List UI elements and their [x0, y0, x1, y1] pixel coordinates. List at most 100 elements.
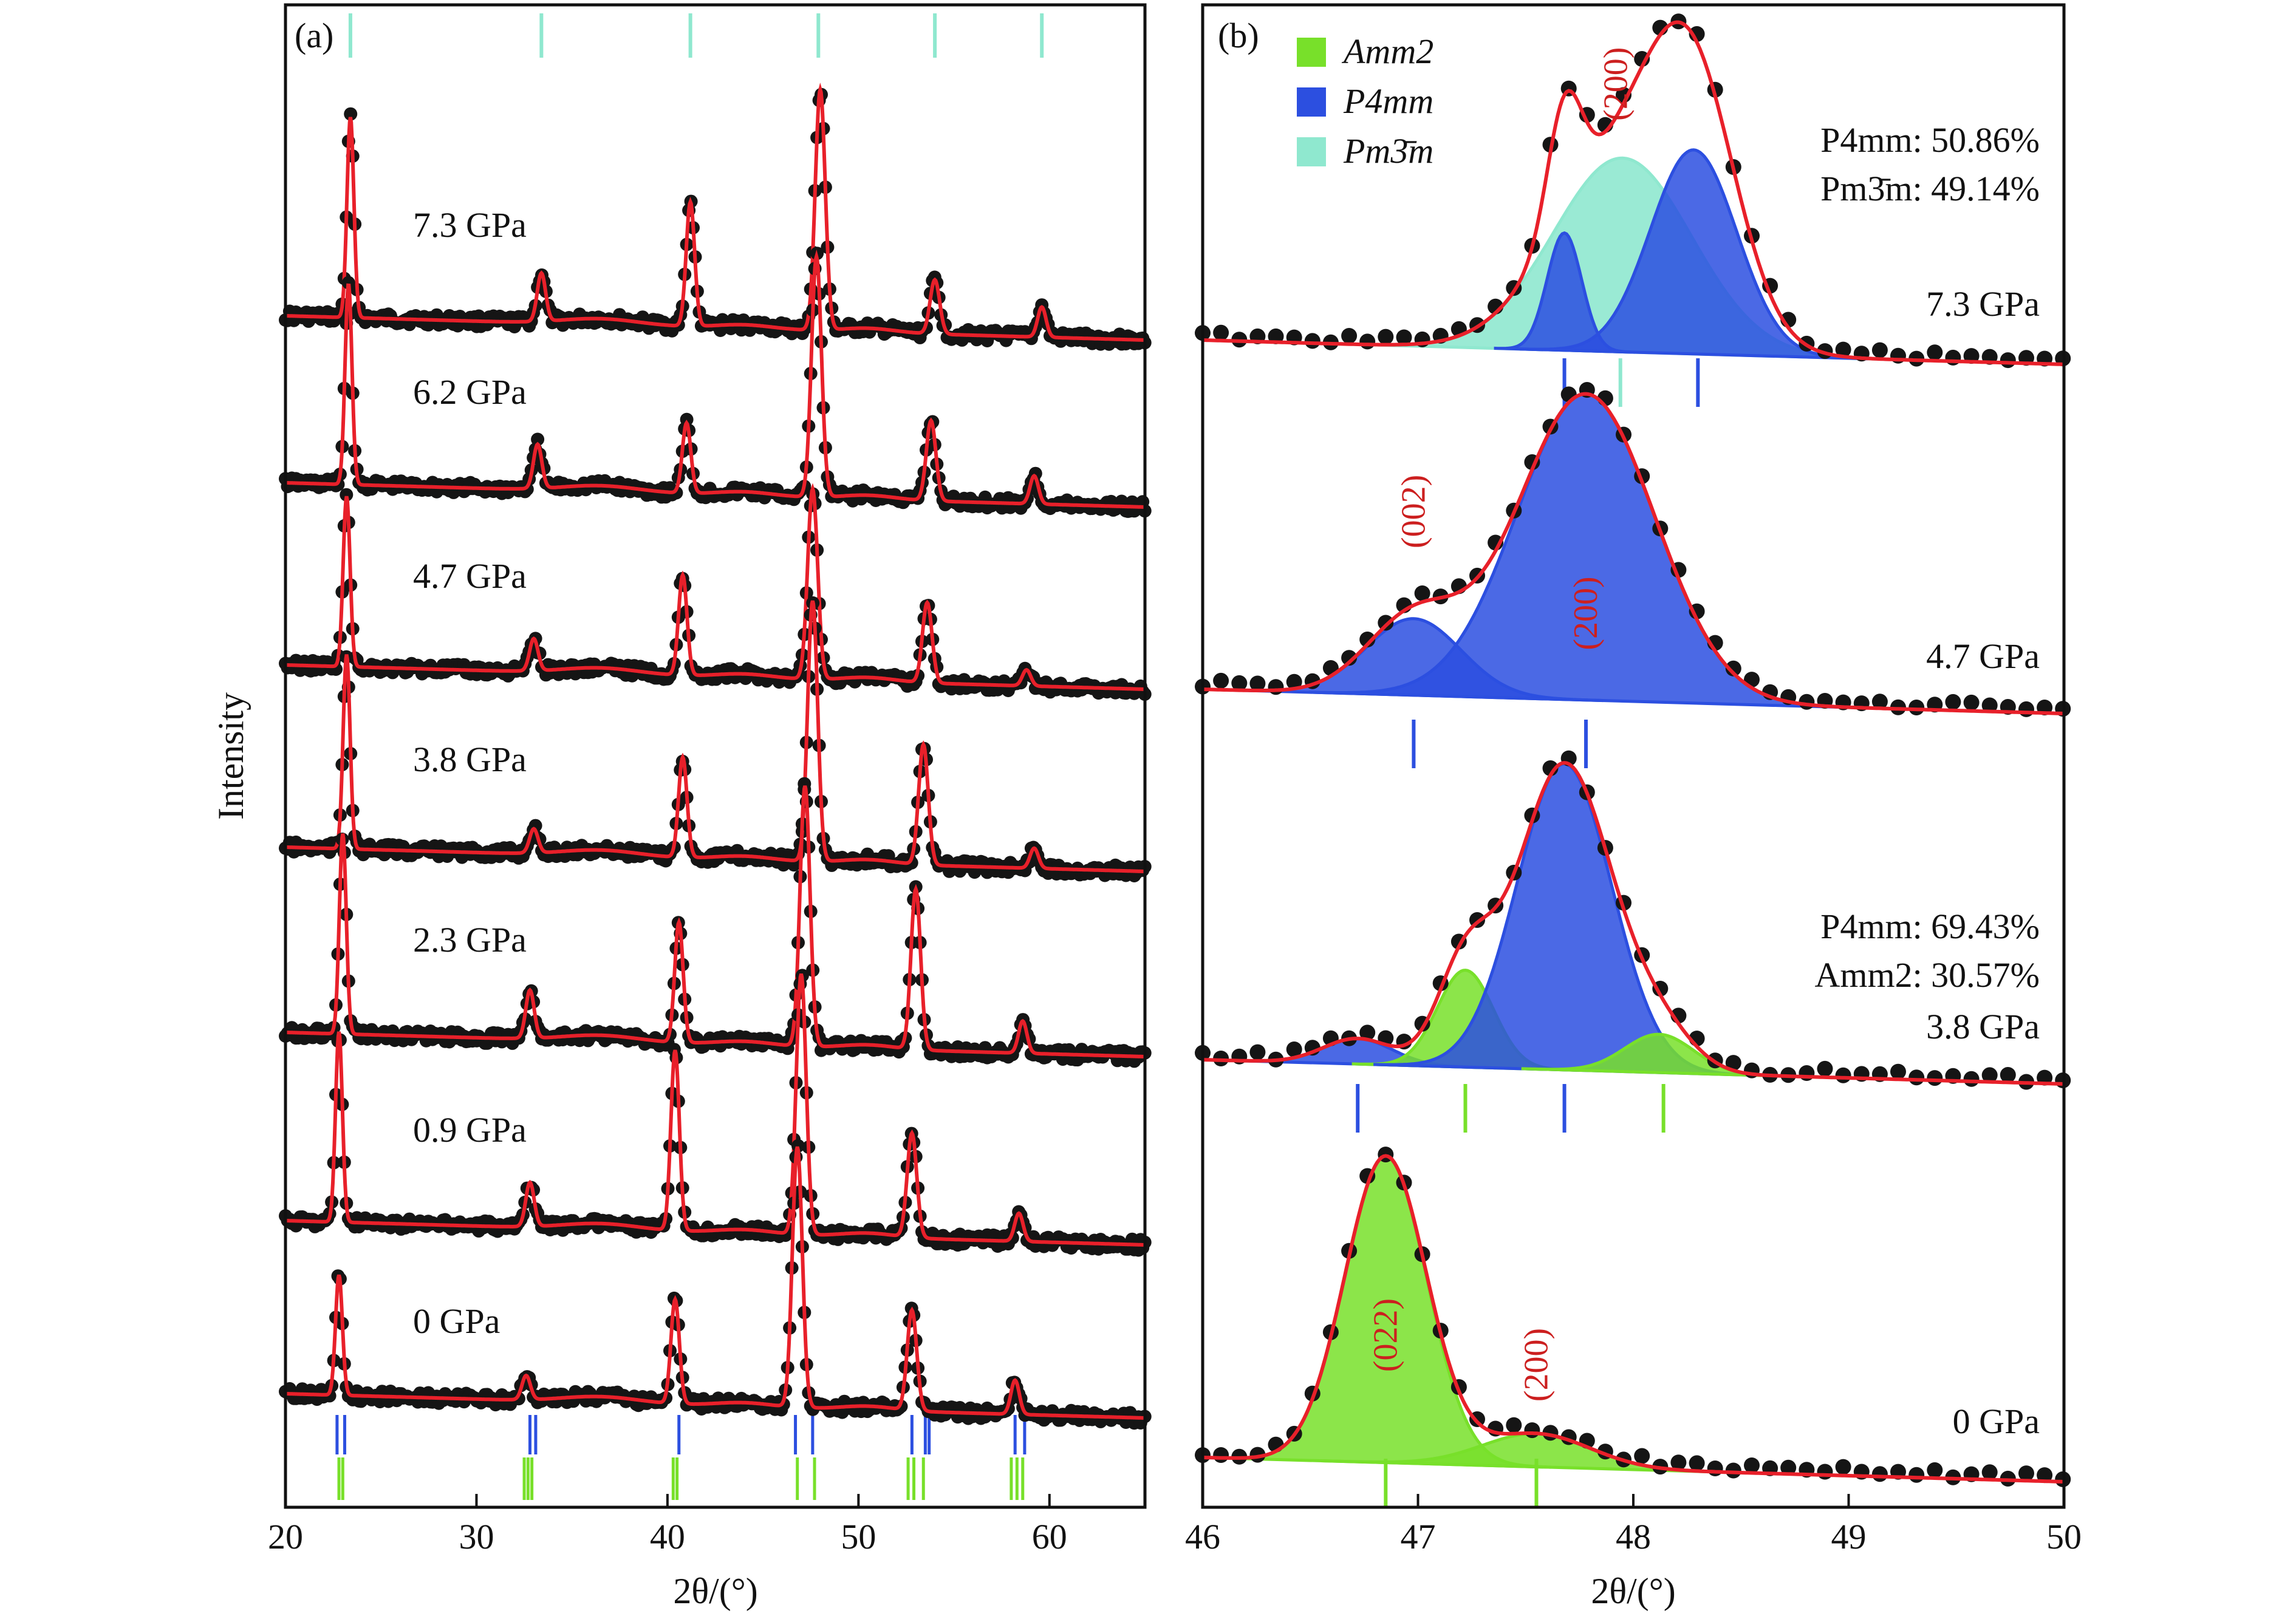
legend-label-pm3m: Pm3̄m	[1343, 131, 1433, 171]
panel-a-xtick-label-50: 50	[841, 1517, 876, 1556]
trace-4-7-gpa: 4.7 GPa	[279, 483, 1152, 701]
hkl-label: (002)	[1395, 475, 1432, 548]
panel-b-xtick-label-49: 49	[1831, 1517, 1867, 1556]
legend-label-p4mm: P4mm	[1343, 81, 1433, 121]
data-point	[1835, 1459, 1851, 1475]
data-point	[1304, 333, 1321, 349]
data-point	[1963, 1071, 1980, 1087]
data-point	[1908, 1069, 1925, 1086]
panel-b-pressure-label-4-7-gpa: 4.7 GPa	[1926, 636, 2040, 676]
trace-2-3-gpa: 2.3 GPa	[279, 777, 1152, 1068]
data-point	[1689, 1455, 1705, 1471]
data-point	[1945, 694, 1961, 710]
panel-b-xtick-label-48: 48	[1616, 1517, 1651, 1556]
panel-a-xtick-label-60: 60	[1032, 1517, 1067, 1556]
fit-line-3-8-gpa	[1202, 761, 2065, 1086]
fit-line-0-gpa	[285, 1146, 1145, 1420]
data-point	[1780, 1459, 1797, 1476]
panel-b-legend: Amm2 P4mm Pm3̄m	[1297, 32, 1433, 171]
data-point	[520, 482, 534, 496]
data-point	[1725, 660, 1741, 677]
data-point	[1213, 672, 1229, 689]
hkl-label: (200)	[1597, 47, 1635, 121]
panel-b-pressure-label-3-8-gpa: 3.8 GPa	[1926, 1007, 2040, 1046]
pressure-label-4-7-gpa: 4.7 GPa	[413, 556, 527, 596]
panel-b-trace-3-8-gpa: 3.8 GPa P4mm: 69.43% Amm2: 30.57%	[1195, 750, 2071, 1133]
data-point	[1249, 675, 1266, 692]
data-point	[1231, 675, 1248, 691]
data-point	[1871, 1466, 1888, 1482]
pressure-label-0-gpa: 0 GPa	[413, 1301, 500, 1341]
panel-a-xtick-label-20: 20	[268, 1517, 303, 1556]
fit-line-4-7-gpa	[285, 483, 1145, 691]
data-point	[1341, 650, 1358, 666]
data-point	[1871, 342, 1888, 358]
legend-label-amm2: Amm2	[1341, 32, 1433, 71]
data-point	[1268, 679, 1284, 695]
fit-line-3-8-gpa	[285, 600, 1145, 873]
data-point	[1799, 694, 1815, 710]
data-point	[1707, 1461, 1723, 1476]
data-point	[2018, 701, 2034, 717]
data-point	[1744, 1457, 1760, 1473]
panel-a-label: (a)	[295, 16, 333, 55]
panel-b-pressure-label-7-3-gpa: 7.3 GPa	[1926, 284, 2040, 324]
component-p4mm-7-3-gpa	[1520, 148, 1868, 361]
panel-b-trace-7-3-gpa: (200) 7.3 GPa P4mm: 50.86% Pm3̄m: 49.14%	[1195, 13, 2071, 407]
data-point	[1981, 697, 1998, 714]
data-point	[1341, 328, 1358, 344]
data-point	[340, 488, 354, 502]
data-point	[904, 856, 918, 870]
fit-line-0-gpa	[1202, 1154, 2065, 1484]
data-point	[1414, 585, 1430, 601]
panel-a: 7.3 GPa 6.2 GPa 4.7 GPa 3.8 GPa 2.3 GPa 0.9 G…	[211, 3, 1152, 1611]
data-point	[1817, 1464, 1833, 1480]
data-point	[2037, 1467, 2053, 1484]
legend-swatch-p4mm	[1297, 87, 1326, 117]
trace-6-2-gpa: 6.2 GPa	[279, 247, 1152, 518]
panel-b-traces: (200) 7.3 GPa P4mm: 50.86% Pm3̄m: 49.14% (00…	[1195, 13, 2071, 1506]
data-point	[1524, 1422, 1540, 1439]
data-point	[1359, 1024, 1376, 1041]
data-point	[1963, 694, 1980, 711]
data-point	[1927, 1462, 1943, 1478]
data-point	[669, 486, 683, 500]
data-point	[1359, 632, 1376, 647]
data-point	[1817, 1060, 1833, 1077]
data-point	[2000, 1067, 2016, 1083]
panel-b-pressure-label-0-gpa: 0 GPa	[1953, 1402, 2040, 1441]
data-point	[1670, 1454, 1687, 1471]
hkl-label: (200)	[1567, 576, 1605, 650]
panel-a-x-ticks: 20 30 40 50 60	[268, 1494, 1067, 1556]
data-point	[1871, 694, 1888, 710]
legend-swatch-amm2	[1297, 38, 1326, 67]
phase-fraction: Pm3̄m: 49.14%	[1820, 169, 2040, 208]
panel-b-label: (b)	[1218, 16, 1259, 55]
panel-a-y-title: Intensity	[211, 692, 251, 820]
data-point	[1927, 1070, 1943, 1086]
phase-fraction: P4mm: 50.86%	[1820, 120, 2040, 160]
trace-7-3-gpa: 7.3 GPa	[279, 82, 1152, 351]
data-point	[1890, 1063, 1906, 1080]
data-point	[1981, 1067, 1998, 1083]
phase-fraction: P4mm: 69.43%	[1820, 907, 2040, 946]
data-point	[791, 1139, 805, 1153]
pressure-label-2-3-gpa: 2.3 GPa	[413, 920, 527, 959]
fit-line-6-2-gpa	[285, 249, 1145, 509]
data-point	[1634, 1448, 1650, 1464]
panel-a-frame	[284, 3, 1147, 1509]
data-point	[1908, 1467, 1925, 1483]
panel-b-x-title: 2θ/(°)	[1591, 1571, 1675, 1611]
data-point	[1927, 344, 1943, 361]
data-point	[341, 276, 355, 290]
hkl-label: (022)	[1367, 1298, 1404, 1372]
data-point	[1286, 673, 1302, 690]
panel-a-traces: 7.3 GPa 6.2 GPa 4.7 GPa 3.8 GPa 2.3 GPa 0.9 G…	[279, 82, 1152, 1430]
data-point	[1213, 324, 1229, 341]
hkl-label: (200)	[1517, 1328, 1555, 1402]
data-point	[1378, 615, 1394, 631]
panel-b-x-ticks: 46 47 48 49 50	[1185, 1494, 2082, 1556]
data-point	[1506, 1417, 1522, 1433]
